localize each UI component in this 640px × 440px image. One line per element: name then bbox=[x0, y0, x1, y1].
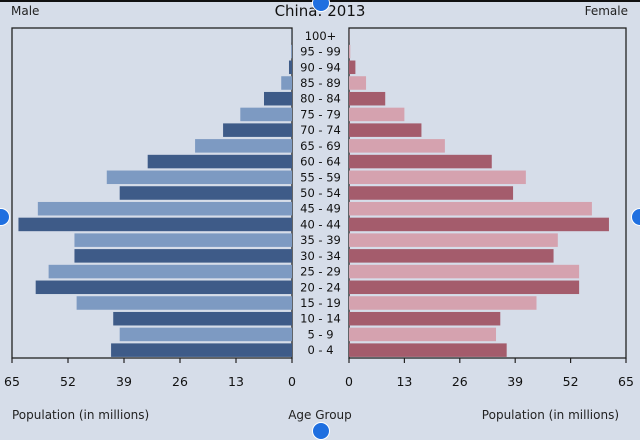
male-tick-label: 39 bbox=[116, 374, 132, 389]
male-bar-80-84 bbox=[264, 92, 292, 106]
male-bar-60-64 bbox=[148, 155, 292, 169]
age-group-label: 5 - 9 bbox=[307, 327, 333, 341]
female-bar-85-89 bbox=[349, 76, 366, 90]
age-group-label: 85 - 89 bbox=[300, 76, 341, 90]
female-tick-label: 39 bbox=[507, 374, 523, 389]
male-bar-40-44 bbox=[18, 218, 292, 232]
age-group-label: 25 - 29 bbox=[300, 265, 341, 279]
female-bar-75-79 bbox=[349, 108, 404, 122]
male-tick-label: 26 bbox=[172, 374, 188, 389]
male-bar-45-49 bbox=[38, 202, 292, 216]
female-bar-30-34 bbox=[349, 249, 554, 263]
male-x-axis-label: Population (in millions) bbox=[12, 408, 149, 422]
male-tick-label: 65 bbox=[4, 374, 20, 389]
male-tick-label: 52 bbox=[60, 374, 76, 389]
male-bar-5-9 bbox=[120, 328, 292, 342]
male-bar-10-14 bbox=[113, 312, 292, 326]
age-group-label: 80 - 84 bbox=[300, 92, 341, 106]
female-tick-label: 26 bbox=[452, 374, 468, 389]
age-group-label: 90 - 94 bbox=[300, 60, 341, 74]
age-group-label: 55 - 59 bbox=[300, 170, 341, 184]
female-tick-label: 52 bbox=[563, 374, 579, 389]
female-bar-45-49 bbox=[349, 202, 592, 216]
age-group-label: 60 - 64 bbox=[300, 155, 341, 169]
female-tick-label: 0 bbox=[345, 374, 353, 389]
age-group-label: 20 - 24 bbox=[300, 280, 341, 294]
age-group-axis-label: Age Group bbox=[288, 408, 352, 422]
population-pyramid-chart: China: 2013 Male Female 0 - 45 - 910 - 1… bbox=[0, 0, 640, 431]
female-bar-90-94 bbox=[349, 61, 355, 75]
female-bar-40-44 bbox=[349, 218, 609, 232]
female-bar-80-84 bbox=[349, 92, 385, 106]
male-bar-55-59 bbox=[107, 171, 292, 185]
female-bar-25-29 bbox=[349, 265, 579, 279]
age-group-label: 65 - 69 bbox=[300, 139, 341, 153]
age-group-label: 0 - 4 bbox=[307, 343, 333, 357]
male-bar-20-24 bbox=[36, 281, 292, 295]
female-tick-label: 13 bbox=[396, 374, 412, 389]
male-side-label: Male bbox=[11, 4, 39, 18]
male-bar-95-99 bbox=[291, 45, 292, 59]
female-bar-5-9 bbox=[349, 328, 496, 342]
age-group-label: 15 - 19 bbox=[300, 296, 341, 310]
male-bar-75-79 bbox=[240, 108, 292, 122]
female-axis-ticks: 0 13 26 39 52 65 bbox=[345, 358, 634, 389]
female-bar-15-19 bbox=[349, 296, 537, 310]
male-tick-label: 13 bbox=[228, 374, 244, 389]
age-group-label: 45 - 49 bbox=[300, 202, 341, 216]
female-bar-20-24 bbox=[349, 281, 579, 295]
female-bar-70-74 bbox=[349, 123, 421, 137]
male-bar-30-34 bbox=[74, 249, 292, 263]
female-bar-65-69 bbox=[349, 139, 445, 153]
female-x-axis-label: Population (in millions) bbox=[482, 408, 619, 422]
female-bar-35-39 bbox=[349, 233, 558, 247]
male-bar-70-74 bbox=[223, 123, 292, 137]
male-bar-65-69 bbox=[195, 139, 292, 153]
male-bar-50-54 bbox=[120, 186, 292, 200]
age-group-label: 30 - 34 bbox=[300, 249, 341, 263]
age-group-label: 75 - 79 bbox=[300, 107, 341, 121]
female-tick-label: 65 bbox=[618, 374, 634, 389]
female-bar-60-64 bbox=[349, 155, 492, 169]
female-bar-10-14 bbox=[349, 312, 500, 326]
age-group-label: 50 - 54 bbox=[300, 186, 341, 200]
male-bar-25-29 bbox=[49, 265, 292, 279]
male-bar-0-4 bbox=[111, 343, 292, 357]
age-group-label: 100+ bbox=[305, 29, 337, 43]
age-group-label: 10 - 14 bbox=[300, 312, 341, 326]
female-bar-55-59 bbox=[349, 171, 526, 185]
male-bar-15-19 bbox=[77, 296, 292, 310]
female-bar-95-99 bbox=[349, 45, 350, 59]
male-tick-label: 0 bbox=[288, 374, 296, 389]
age-group-label: 40 - 44 bbox=[300, 217, 341, 231]
male-bar-85-89 bbox=[281, 76, 292, 90]
male-bar-35-39 bbox=[74, 233, 292, 247]
female-side-label: Female bbox=[585, 4, 628, 18]
age-group-label: 95 - 99 bbox=[300, 45, 341, 59]
female-bar-0-4 bbox=[349, 343, 507, 357]
resize-handle-bottom[interactable] bbox=[312, 422, 330, 440]
male-bar-90-94 bbox=[289, 61, 292, 75]
male-axis-ticks: 0 13 26 39 52 65 bbox=[4, 358, 296, 389]
age-group-label: 70 - 74 bbox=[300, 123, 341, 137]
age-group-label: 35 - 39 bbox=[300, 233, 341, 247]
female-bar-50-54 bbox=[349, 186, 513, 200]
